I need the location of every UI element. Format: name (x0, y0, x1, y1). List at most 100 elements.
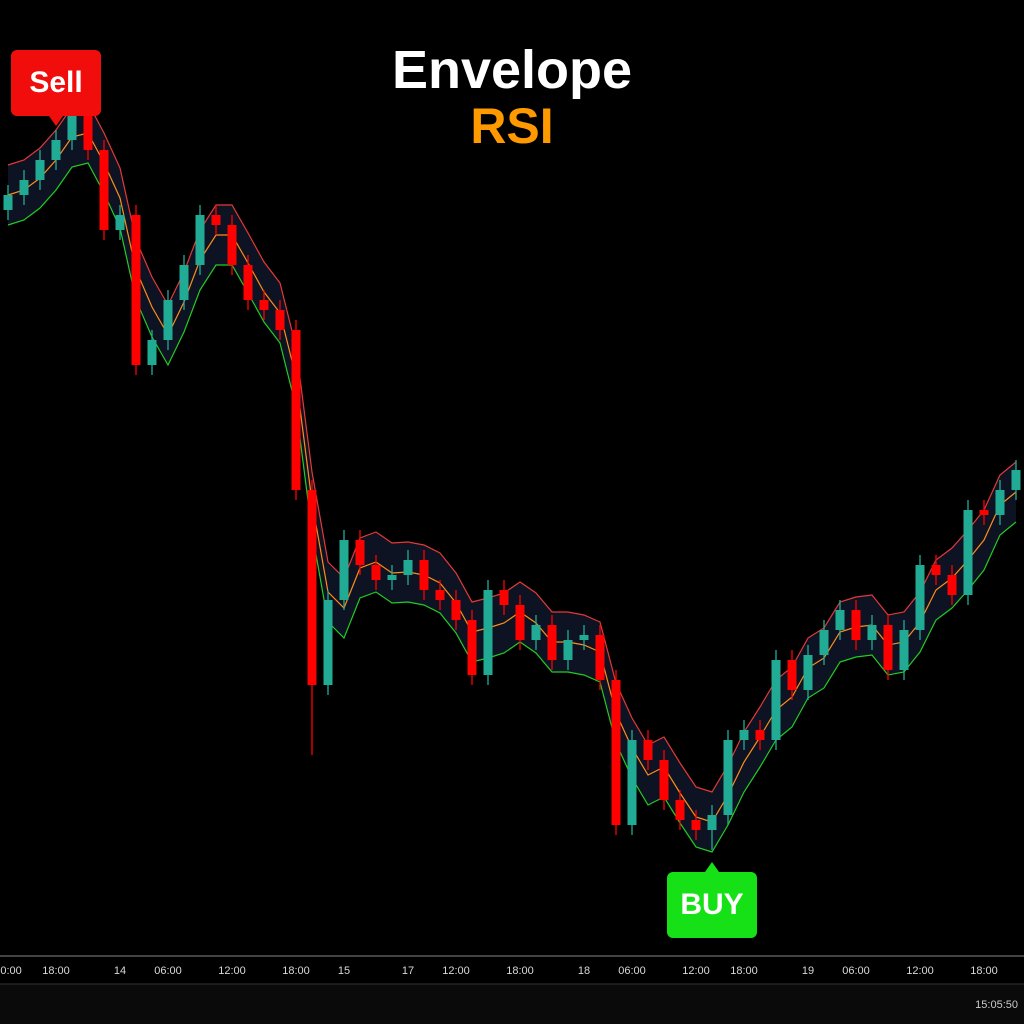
candle-body (1011, 470, 1021, 490)
x-tick-label: 17 (402, 965, 414, 977)
envelope-fill (8, 103, 1016, 852)
candle-body (483, 590, 493, 675)
x-tick-label: 12:00 (682, 965, 710, 977)
candle-body (707, 815, 717, 830)
candle-body (979, 510, 989, 515)
envelope-line (7, 162, 1017, 853)
candle-body (259, 300, 269, 310)
x-tick-label: 18:00 (970, 965, 998, 977)
candle-body (371, 565, 381, 580)
candle-body (163, 300, 173, 340)
candle-body (451, 600, 461, 620)
candle-body (931, 565, 941, 575)
plot-area (3, 100, 1021, 853)
candle-body (355, 540, 365, 565)
candle-body (307, 490, 317, 685)
candle-body (531, 625, 541, 640)
candle-body (691, 820, 701, 830)
candle-body (291, 330, 301, 490)
candle-body (323, 600, 333, 685)
x-tick-label: 15 (338, 965, 350, 977)
candle-body (611, 680, 621, 825)
x-tick-label: 06:00 (618, 965, 646, 977)
envelope-line (7, 132, 1017, 823)
chart-title: Envelope (392, 40, 632, 100)
envelope-line (7, 102, 1017, 793)
candle-body (83, 110, 93, 150)
x-tick-label: 18:00 (506, 965, 534, 977)
candle-body (435, 590, 445, 600)
candle-body (787, 660, 797, 690)
candle-body (515, 605, 525, 640)
candle-body (659, 760, 669, 800)
candle-body (915, 565, 925, 630)
candle-body (67, 110, 77, 140)
candle-body (467, 620, 477, 675)
candle-body (995, 490, 1005, 515)
candle-body (243, 265, 253, 300)
x-tick-label: 19 (802, 965, 814, 977)
candle-body (739, 730, 749, 740)
candle-body (19, 180, 29, 195)
candle-body (819, 630, 829, 655)
candle-body (675, 800, 685, 820)
candle-body (579, 635, 589, 640)
x-tick-label: 12:00 (442, 965, 470, 977)
candle-body (195, 215, 205, 265)
candle-body (147, 340, 157, 365)
candle-body (403, 560, 413, 575)
candle-body (771, 660, 781, 740)
signal-pointer (705, 862, 719, 872)
candle-body (547, 625, 557, 660)
x-tick-label: 06:00 (154, 965, 182, 977)
candle-body (499, 590, 509, 605)
x-tick-label: 18 (578, 965, 590, 977)
candle-body (835, 610, 845, 630)
signal-pointer (49, 116, 63, 126)
signal-box (11, 50, 101, 116)
signal-label: Sell (29, 66, 82, 99)
candle-body (883, 625, 893, 670)
candle-body (179, 265, 189, 300)
x-tick-label: 18:00 (42, 965, 70, 977)
candle-body (963, 510, 973, 595)
x-tick-label: 12:00 (218, 965, 246, 977)
candle-body (723, 740, 733, 815)
x-tick-label: 14 (114, 965, 126, 977)
candle-body (115, 215, 125, 230)
candle-body (99, 150, 109, 230)
candle-body (275, 310, 285, 330)
signal-buy: BUY (667, 862, 757, 938)
candle-body (51, 140, 61, 160)
candle-body (387, 575, 397, 580)
candle-body (3, 195, 13, 210)
candle-body (35, 160, 45, 180)
x-tick-label: 06:00 (842, 965, 870, 977)
signal-label: BUY (680, 888, 743, 921)
candle-body (867, 625, 877, 640)
x-tick-label: 00:00 (0, 965, 22, 977)
signal-sell: Sell (11, 50, 101, 126)
signal-box (667, 872, 757, 938)
candle-body (803, 655, 813, 690)
x-tick-label: 12:00 (906, 965, 934, 977)
chart-subtitle: RSI (470, 98, 553, 154)
candle-body (627, 740, 637, 825)
x-tick-label: 18:00 (282, 965, 310, 977)
candle-body (755, 730, 765, 740)
candle-body (947, 575, 957, 595)
x-tick-label: 18:00 (730, 965, 758, 977)
candle-body (563, 640, 573, 660)
candle-body (595, 635, 605, 680)
status-bar (0, 984, 1024, 1024)
candle-body (419, 560, 429, 590)
candle-body (643, 740, 653, 760)
candle-body (899, 630, 909, 670)
candle-body (227, 225, 237, 265)
candle-body (339, 540, 349, 600)
candle-body (131, 215, 141, 365)
candle-body (211, 215, 221, 225)
clock: 15:05:50 (975, 999, 1018, 1011)
